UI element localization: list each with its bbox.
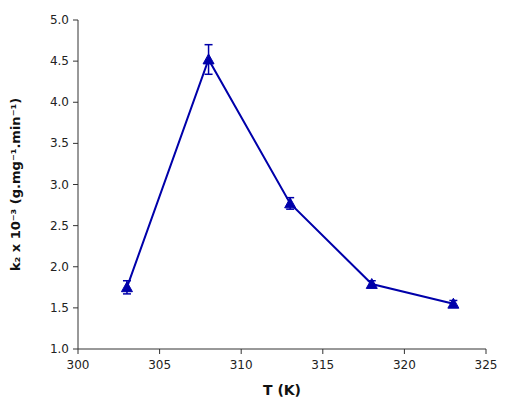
point — [366, 279, 377, 289]
point — [285, 198, 296, 208]
line — [127, 59, 453, 303]
y-tick-label: 3.5 — [50, 136, 69, 150]
chart: 300 305 310 315 320 325 1.0 1.5 2.0 2.5 3.0 3.5 4.0 4… — [0, 0, 508, 407]
y-tick — [73, 307, 78, 308]
x-axis-line — [78, 349, 486, 350]
y-tick — [73, 349, 78, 350]
point — [203, 54, 214, 64]
y-tick — [73, 266, 78, 267]
y-tick-label: 1.0 — [50, 342, 69, 356]
y-tick — [73, 225, 78, 226]
y-tick-label: 5.0 — [50, 13, 69, 27]
x-axis-title: T (K) — [263, 382, 301, 398]
point — [448, 298, 459, 308]
x-tick-label: 320 — [393, 358, 416, 372]
y-tick-label: 1.5 — [50, 301, 69, 315]
y-axis-title: k₂ x 10⁻³ (g.mg⁻¹.min⁻¹) — [8, 98, 23, 271]
y-tick — [73, 102, 78, 103]
y-tick — [73, 143, 78, 144]
x-tick — [241, 349, 242, 354]
y-tick-label: 2.0 — [50, 260, 69, 274]
x-tick-label: 315 — [311, 358, 334, 372]
x-tick-label: 310 — [230, 358, 253, 372]
axes: 300 305 310 315 320 325 1.0 1.5 2.0 2.5 3.0 3.5 4.0 4… — [50, 13, 498, 372]
x-tick — [486, 349, 487, 354]
plot-area — [121, 45, 458, 308]
x-tick — [78, 349, 79, 354]
y-tick-label: 4.0 — [50, 95, 69, 109]
x-tick — [322, 349, 323, 354]
x-tick — [159, 349, 160, 354]
point — [121, 282, 132, 292]
y-tick — [73, 184, 78, 185]
y-tick-label: 2.5 — [50, 219, 69, 233]
y-tick — [73, 20, 78, 21]
y-tick — [73, 61, 78, 62]
y-tick-label: 4.5 — [50, 54, 69, 68]
y-tick-label: 3.0 — [50, 178, 69, 192]
x-tick-label: 300 — [67, 358, 90, 372]
x-tick-label: 325 — [475, 358, 498, 372]
x-tick-label: 305 — [148, 358, 171, 372]
x-tick — [404, 349, 405, 354]
